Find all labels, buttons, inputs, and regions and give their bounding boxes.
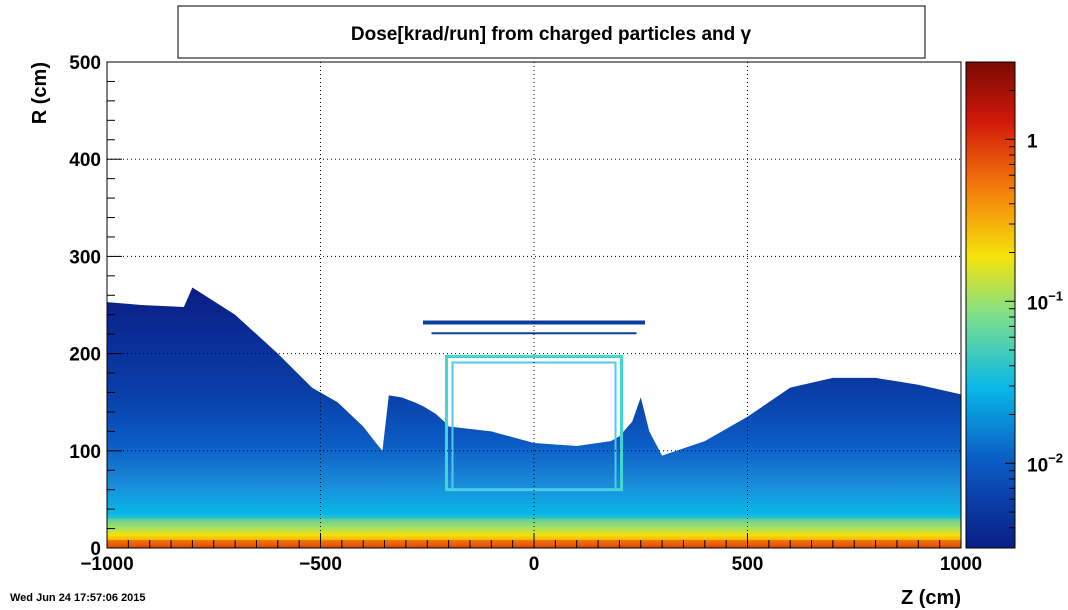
axes: −1000 −500 0 500 1000 0 100 200 300 400 500: [69, 53, 982, 575]
x-tick-label: 500: [732, 554, 764, 575]
y-tick-label: 400: [69, 150, 101, 171]
grid: [107, 62, 961, 548]
colorbar-tick-label: 10−1: [1027, 288, 1063, 314]
y-tick-label: 300: [69, 247, 101, 268]
colorbar-tick-label: 10−2: [1027, 450, 1063, 476]
colorbar-tick-label: 1: [1027, 131, 1038, 152]
chart-title: Dose[krad/run] from charged particles an…: [351, 24, 752, 45]
x-tick-label: 0: [529, 554, 540, 575]
x-tick-label: 1000: [940, 554, 982, 575]
colorbar: [965, 61, 1016, 549]
x-tick-label: −1000: [80, 554, 133, 575]
title-box: [177, 5, 926, 59]
y-axis-title: R (cm): [29, 62, 51, 124]
x-tick-label: −500: [299, 554, 342, 575]
y-tick-label: 0: [90, 539, 101, 560]
x-axis-title: Z (cm): [901, 587, 961, 609]
y-tick-label: 200: [69, 345, 101, 366]
y-tick-label: 500: [69, 53, 101, 74]
colorbar-axis: 10−2 10−1 1: [1005, 61, 1063, 549]
timestamp: Wed Jun 24 17:57:06 2015: [10, 592, 146, 604]
y-tick-label: 100: [69, 442, 101, 463]
